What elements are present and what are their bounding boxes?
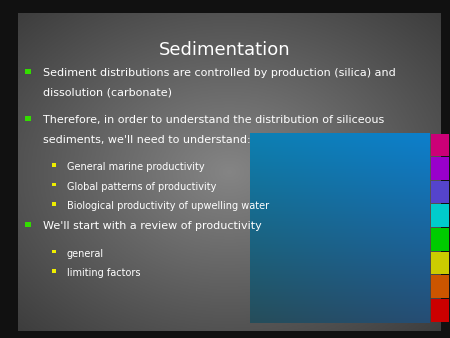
Bar [52, 250, 56, 253]
Text: general: general [67, 249, 104, 259]
Text: Sediment distributions are controlled by production (silica) and: Sediment distributions are controlled by… [43, 68, 396, 78]
Bar [52, 269, 56, 273]
Text: sediments, we'll need to understand:: sediments, we'll need to understand: [43, 135, 250, 145]
Text: General marine productivity: General marine productivity [67, 162, 204, 172]
Bar [431, 252, 449, 274]
Text: Sedimentation: Sedimentation [159, 41, 291, 58]
Text: Global patterns of productivity: Global patterns of productivity [67, 182, 216, 192]
Bar [431, 134, 449, 156]
Bar [431, 228, 449, 251]
Bar [431, 275, 449, 298]
Text: dissolution (carbonate): dissolution (carbonate) [43, 87, 172, 97]
Bar [25, 69, 31, 74]
Bar [52, 202, 56, 206]
Bar [52, 163, 56, 167]
Bar [52, 183, 56, 186]
Bar [431, 299, 449, 322]
Bar [431, 204, 449, 227]
Bar [25, 222, 31, 227]
Bar [431, 157, 449, 180]
Bar [431, 181, 449, 203]
Text: Therefore, in order to understand the distribution of siliceous: Therefore, in order to understand the di… [43, 115, 384, 125]
Text: We'll start with a review of productivity: We'll start with a review of productivit… [43, 221, 261, 231]
Text: Biological productivity of upwelling water: Biological productivity of upwelling wat… [67, 201, 269, 212]
Bar [25, 116, 31, 121]
Text: limiting factors: limiting factors [67, 268, 140, 279]
